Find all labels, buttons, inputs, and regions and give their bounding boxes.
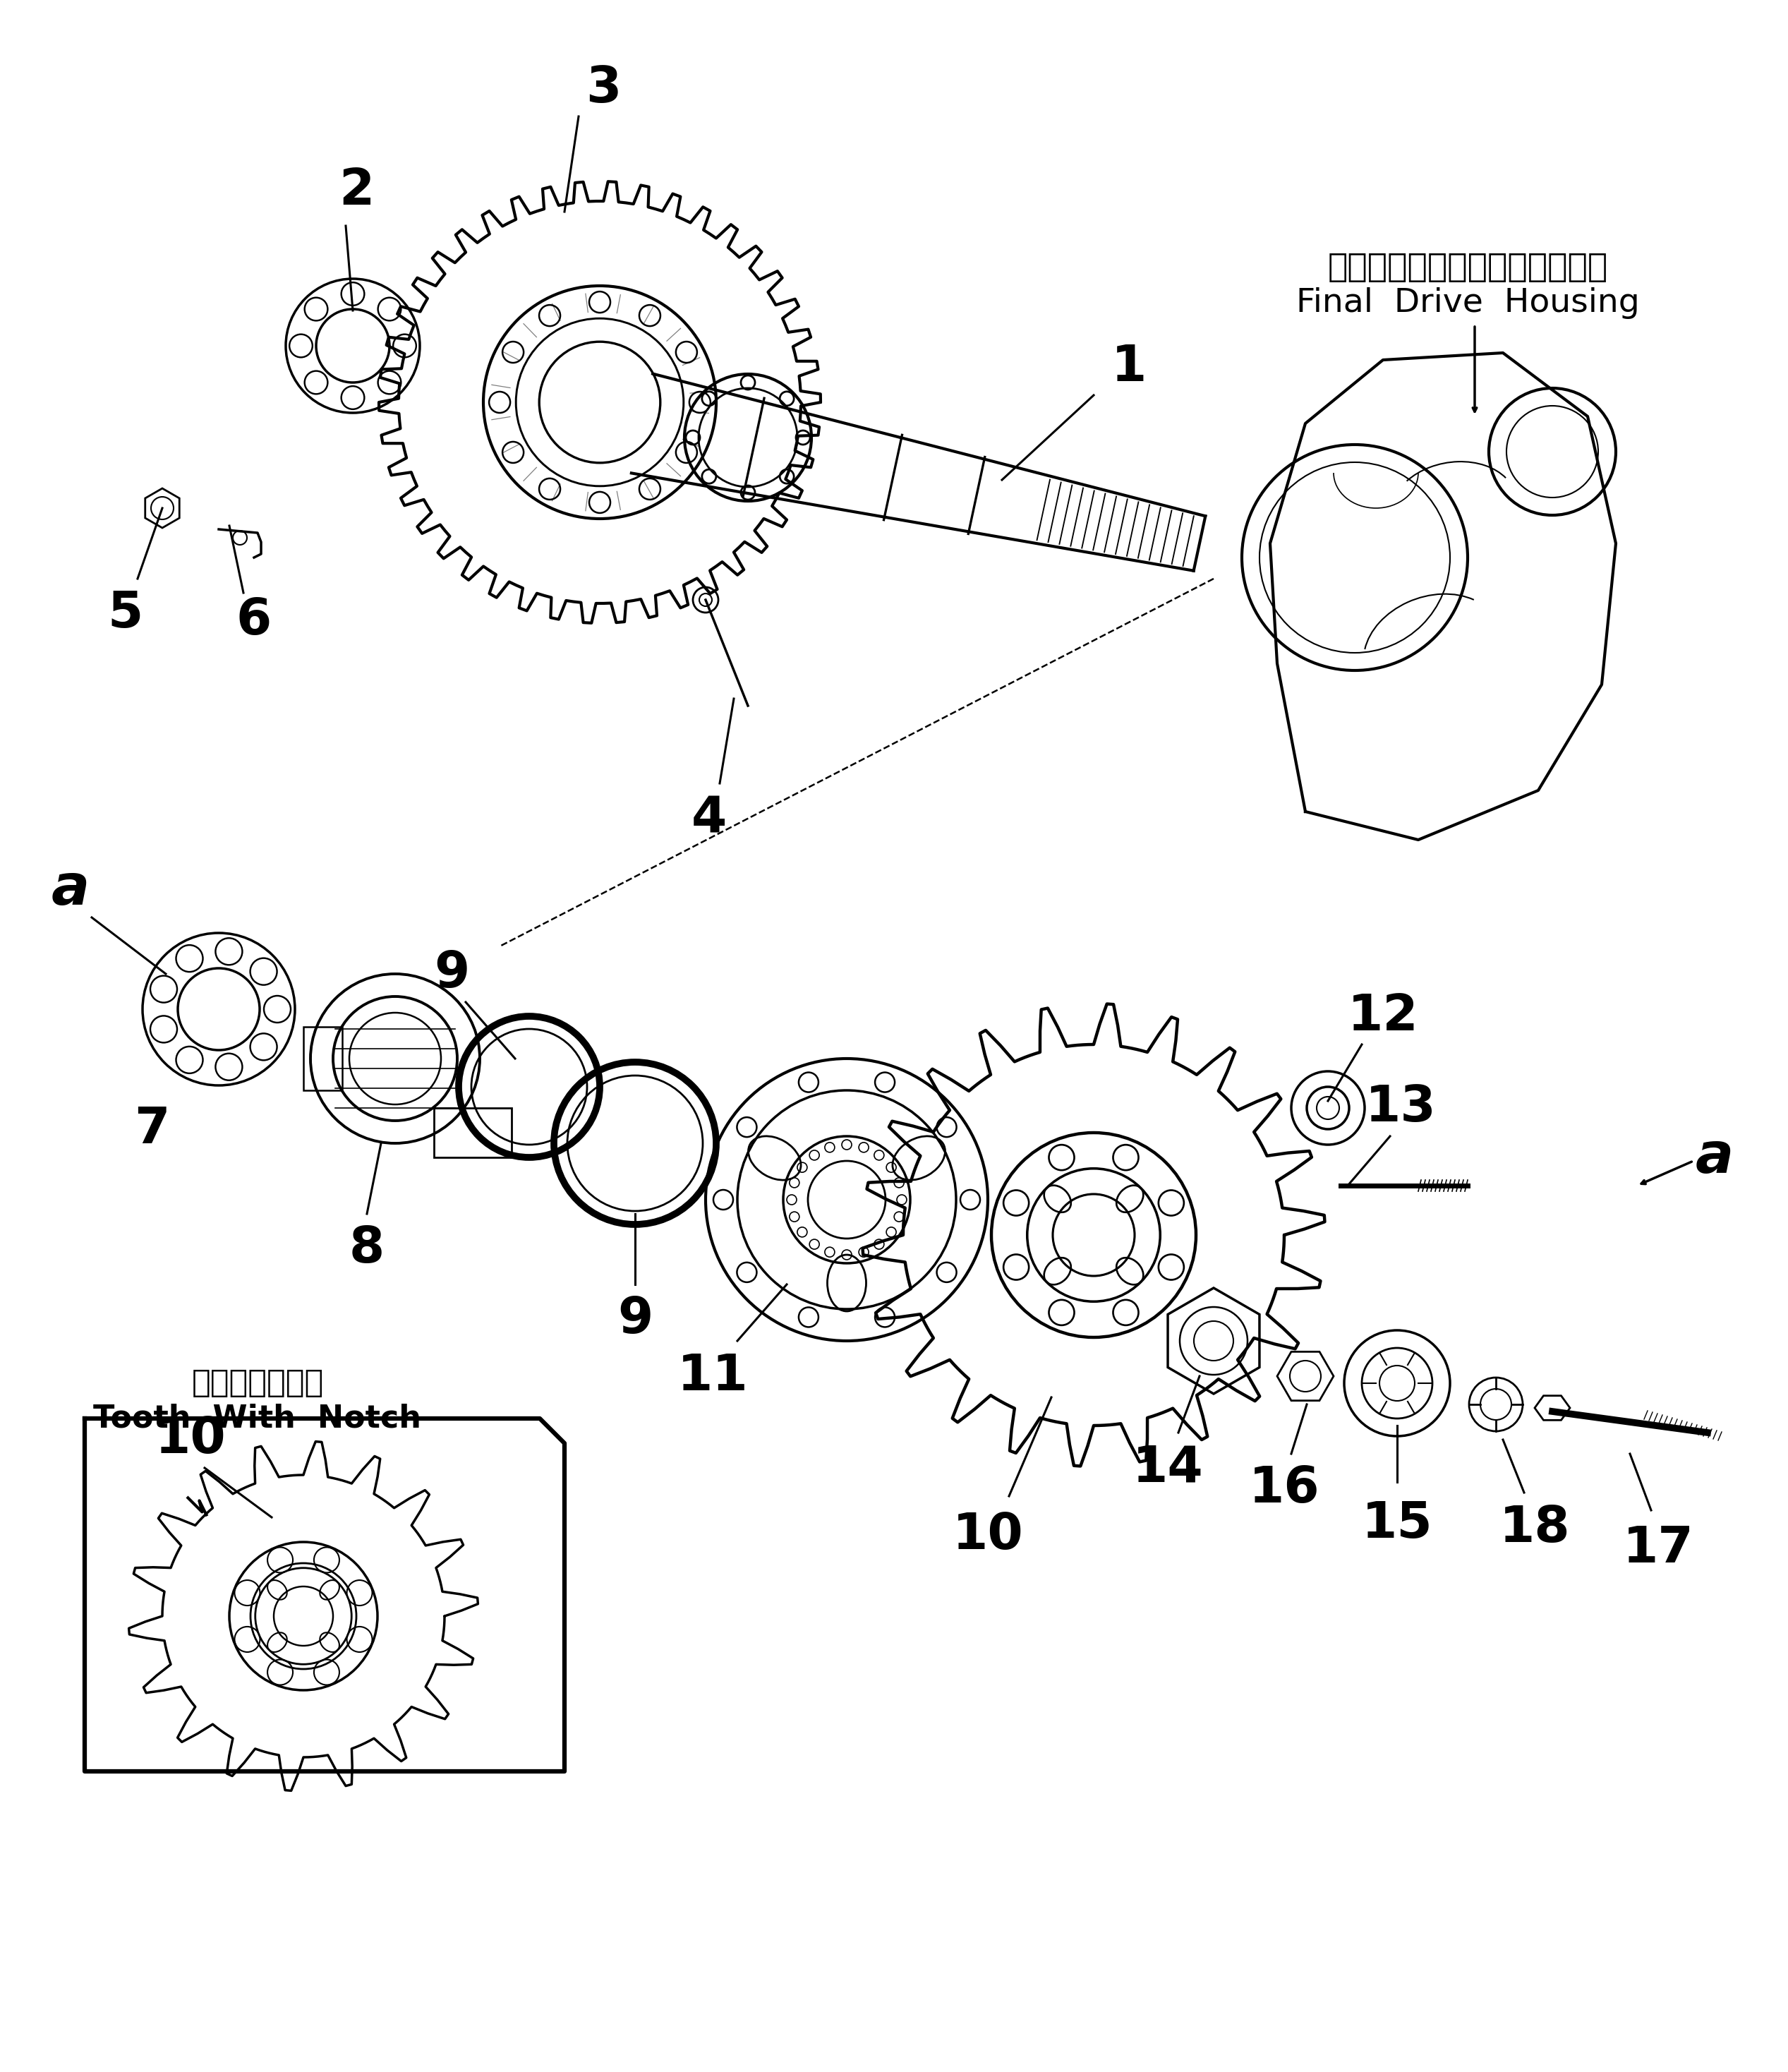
Text: 8: 8 bbox=[349, 1225, 384, 1274]
Text: 10: 10 bbox=[156, 1415, 225, 1465]
Text: 9: 9 bbox=[434, 949, 468, 999]
Text: 4: 4 bbox=[692, 794, 728, 843]
Text: 3: 3 bbox=[585, 64, 620, 112]
Text: 16: 16 bbox=[1248, 1465, 1320, 1513]
Text: a: a bbox=[1695, 1129, 1734, 1185]
Text: 歯部きり欠き付: 歯部きり欠き付 bbox=[191, 1368, 324, 1399]
Text: 14: 14 bbox=[1132, 1444, 1203, 1492]
Text: 11: 11 bbox=[678, 1351, 747, 1401]
Text: 10: 10 bbox=[953, 1510, 1023, 1560]
Text: 15: 15 bbox=[1362, 1500, 1432, 1548]
Text: Tooth  With  Notch: Tooth With Notch bbox=[93, 1403, 422, 1434]
Text: 17: 17 bbox=[1624, 1525, 1693, 1573]
Text: 9: 9 bbox=[617, 1295, 653, 1345]
Text: 6: 6 bbox=[236, 597, 272, 644]
Text: 12: 12 bbox=[1348, 992, 1418, 1040]
Text: 13: 13 bbox=[1364, 1084, 1436, 1131]
Bar bbox=[434, 1109, 511, 1158]
Text: 18: 18 bbox=[1498, 1504, 1570, 1552]
Text: a: a bbox=[52, 862, 89, 916]
Text: 5: 5 bbox=[107, 591, 143, 638]
Text: 7: 7 bbox=[134, 1104, 170, 1154]
Text: 2: 2 bbox=[338, 166, 374, 215]
Bar bbox=[304, 1028, 342, 1090]
Text: ファイナルドライブハウジング: ファイナルドライブハウジング bbox=[1327, 253, 1607, 284]
Text: 1: 1 bbox=[1110, 342, 1146, 392]
Text: Final  Drive  Housing: Final Drive Housing bbox=[1296, 288, 1640, 319]
